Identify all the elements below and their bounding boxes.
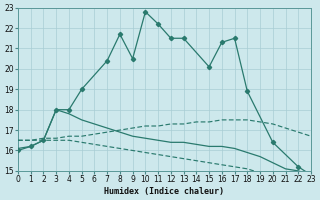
X-axis label: Humidex (Indice chaleur): Humidex (Indice chaleur) bbox=[105, 187, 225, 196]
